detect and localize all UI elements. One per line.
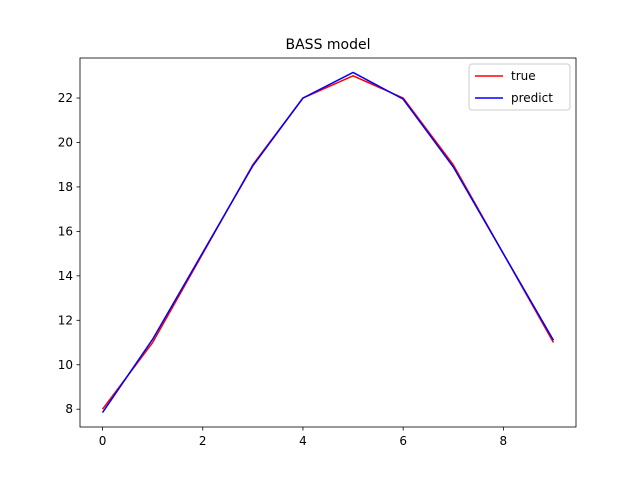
y-tick-label: 18 xyxy=(58,180,73,194)
legend-label-true: true xyxy=(511,69,536,83)
y-tick-label: 10 xyxy=(58,358,73,372)
series-line-predict xyxy=(101,71,555,413)
y-tick-label: 14 xyxy=(58,269,73,283)
x-tick-label: 6 xyxy=(399,434,407,448)
y-tick-label: 12 xyxy=(58,313,73,327)
x-tick-label: 0 xyxy=(99,434,107,448)
plot-series xyxy=(101,71,555,413)
legend-label-predict: predict xyxy=(511,91,553,105)
x-tick-label: 8 xyxy=(500,434,508,448)
y-axis: 8 10 12 14 16 18 20 22 xyxy=(58,91,80,416)
y-tick-label: 20 xyxy=(58,135,73,149)
x-tick-label: 4 xyxy=(299,434,307,448)
x-axis: 0 2 4 6 8 xyxy=(99,427,507,448)
y-tick-label: 16 xyxy=(58,224,73,238)
y-tick-label: 8 xyxy=(65,402,73,416)
y-tick-label: 22 xyxy=(58,91,73,105)
x-tick-label: 2 xyxy=(199,434,207,448)
chart-title: BASS model xyxy=(286,37,371,53)
plot-area-frame xyxy=(79,57,577,428)
legend: true predict xyxy=(468,63,571,111)
